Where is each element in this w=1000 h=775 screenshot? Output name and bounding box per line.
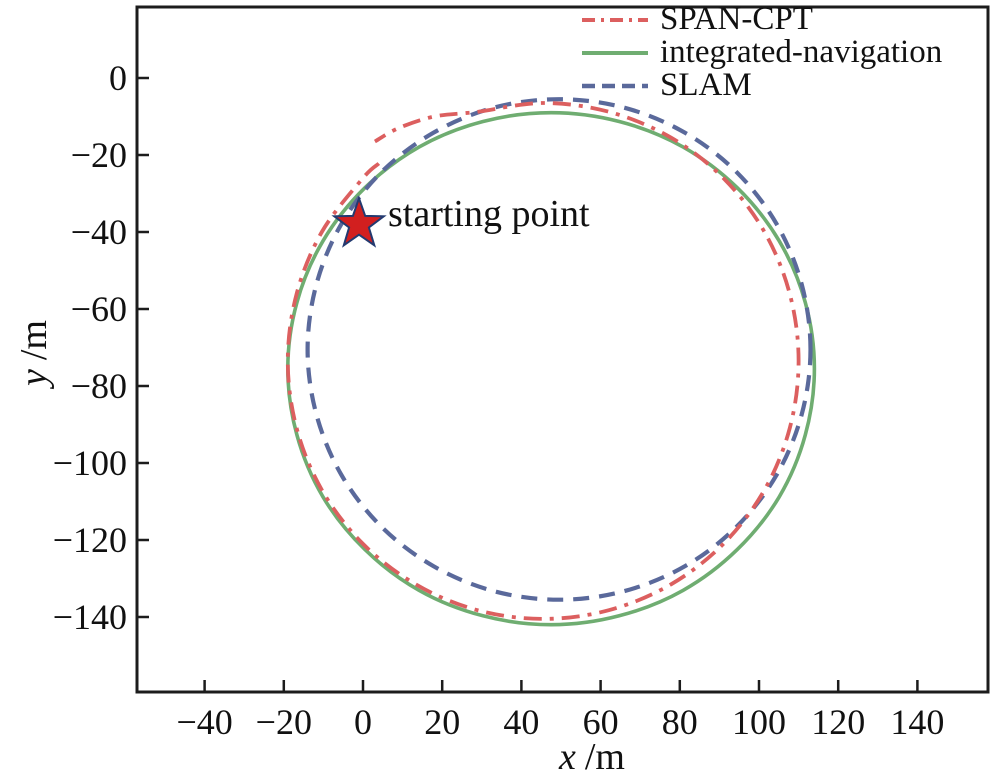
plot-border bbox=[135, 5, 990, 694]
x-tick-label: 80 bbox=[662, 702, 698, 742]
x-axis-title: x/m bbox=[462, 735, 722, 775]
legend-label-slam: SLAM bbox=[660, 67, 752, 103]
y-tick-label: −40 bbox=[71, 212, 127, 252]
legend-item-slam: SLAM bbox=[580, 69, 942, 102]
x-tick-label: 120 bbox=[811, 702, 865, 742]
x-axis-unit: /m bbox=[584, 736, 625, 775]
slam-line-swatch bbox=[582, 83, 648, 88]
legend-item-span-cpt: SPAN-CPT bbox=[580, 3, 942, 36]
y-axis-variable: y bbox=[13, 369, 55, 386]
starting-point-star-marker bbox=[331, 195, 387, 248]
span-cpt-line-swatch bbox=[582, 17, 648, 22]
y-tick-label: −140 bbox=[53, 597, 127, 637]
y-tick-label: −100 bbox=[53, 443, 127, 483]
y-tick-label: −80 bbox=[71, 366, 127, 406]
x-tick-label: 140 bbox=[890, 702, 944, 742]
y-axis-unit: /m bbox=[13, 320, 55, 361]
y-axis-title: y/m bbox=[12, 248, 58, 458]
legend-item-integrated-navigation: integrated-navigation bbox=[580, 36, 942, 69]
y-tick-label: −60 bbox=[71, 289, 127, 329]
y-tick-label: 0 bbox=[109, 58, 127, 98]
x-tick-label: −20 bbox=[256, 702, 312, 742]
trajectory-span-cpt bbox=[285, 101, 801, 621]
legend-label-span-cpt: SPAN-CPT bbox=[660, 1, 813, 37]
x-tick-label: 40 bbox=[503, 702, 539, 742]
x-tick-label: 0 bbox=[354, 702, 372, 742]
integrated-navigation-line-swatch bbox=[582, 50, 648, 55]
y-tick-label: −120 bbox=[53, 520, 127, 560]
x-tick-label: 20 bbox=[424, 702, 460, 742]
legend-label-integrated-navigation: integrated-navigation bbox=[660, 34, 943, 70]
x-tick-label: 60 bbox=[583, 702, 619, 742]
x-axis-variable: x bbox=[559, 736, 576, 775]
y-tick-label: −20 bbox=[71, 135, 127, 175]
legend: SPAN-CPT integrated-navigation SLAM bbox=[580, 3, 942, 102]
starting-point-label: starting point bbox=[388, 193, 590, 235]
x-tick-label: 100 bbox=[732, 702, 786, 742]
x-tick-label: −40 bbox=[176, 702, 232, 742]
trajectory-slam bbox=[305, 97, 813, 602]
